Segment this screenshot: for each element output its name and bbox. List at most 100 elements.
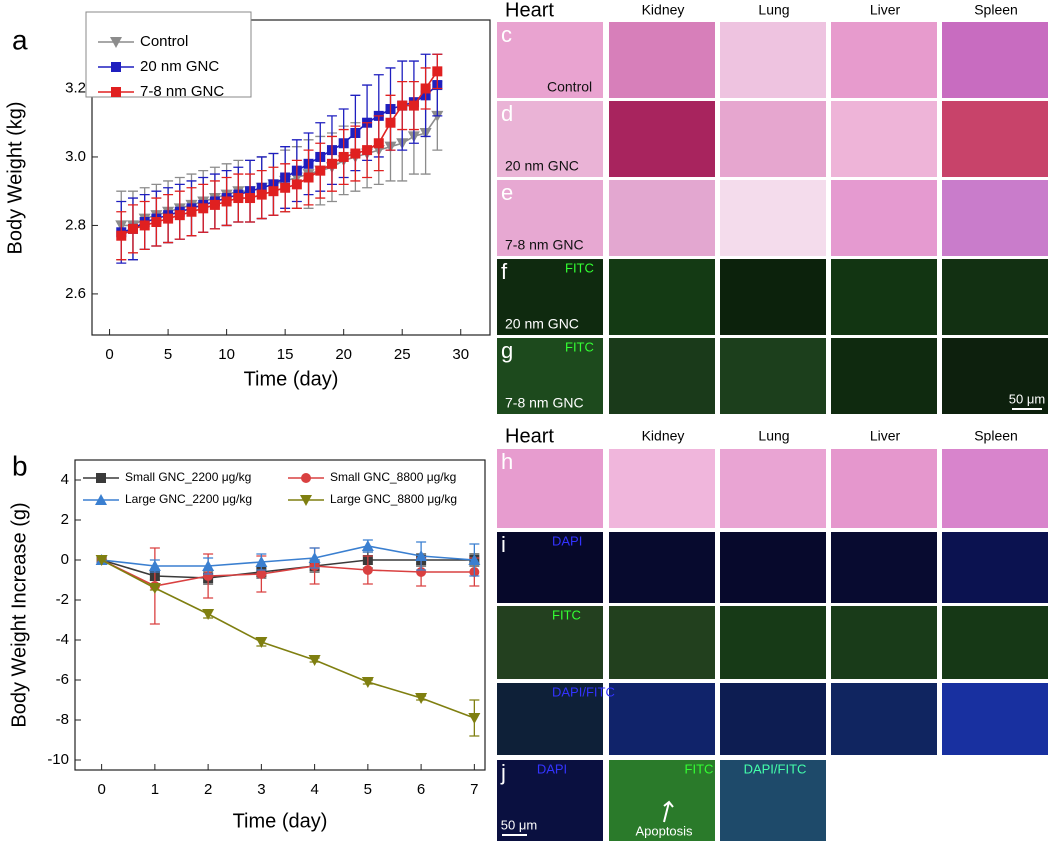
legend-label: 20 nm GNC <box>140 58 219 75</box>
row-caption: 20 nm GNC <box>505 158 579 174</box>
marker <box>186 206 197 217</box>
annotation: Apoptosis <box>635 823 693 838</box>
marker <box>291 179 302 190</box>
marker <box>148 560 161 571</box>
micrograph <box>942 180 1048 256</box>
stain-label: FITC <box>685 761 714 776</box>
micrograph <box>609 532 715 603</box>
micrograph <box>942 683 1048 755</box>
row-caption: Control <box>547 79 592 95</box>
series-line <box>121 84 438 234</box>
stain-label: DAPI <box>552 533 582 548</box>
micrograph <box>831 338 937 414</box>
x-tick-label: 6 <box>417 781 425 798</box>
marker <box>245 193 256 204</box>
row-label: f <box>501 259 508 284</box>
column-header: Spleen <box>974 428 1018 444</box>
marker <box>198 203 209 214</box>
micrograph <box>609 606 715 679</box>
y-tick-label: 2 <box>61 511 69 528</box>
micrograph <box>942 259 1048 335</box>
micrograph <box>831 180 937 256</box>
legend-label: Large GNC_2200 μg/kg <box>125 492 252 506</box>
x-axis-label: Time (day) <box>233 810 328 832</box>
micrograph <box>497 606 603 679</box>
plot-frame <box>74 459 486 771</box>
micrograph <box>720 683 826 755</box>
x-tick-label: 10 <box>218 346 235 363</box>
micrograph <box>497 760 603 841</box>
marker <box>408 100 419 111</box>
legend-label: 7-8 nm GNC <box>140 83 224 100</box>
x-tick-label: 0 <box>105 346 113 363</box>
micrograph <box>609 338 715 414</box>
marker <box>202 560 215 571</box>
row-caption: 7-8 nm GNC <box>505 237 584 253</box>
marker <box>110 37 122 48</box>
marker <box>256 569 267 579</box>
scale-bar-label: 50 μm <box>1009 391 1045 406</box>
marker <box>361 540 374 551</box>
column-header: Kidney <box>642 2 685 18</box>
micrograph <box>609 259 715 335</box>
x-tick-label: 20 <box>335 346 352 363</box>
micrograph <box>720 180 826 256</box>
y-tick-label: -4 <box>56 631 69 648</box>
marker <box>397 100 408 111</box>
series-line <box>120 70 438 237</box>
micrograph <box>497 22 603 98</box>
micrograph <box>720 259 826 335</box>
micrograph <box>720 338 826 414</box>
micrograph <box>497 532 603 603</box>
marker <box>362 145 373 156</box>
marker <box>95 494 107 505</box>
column-header: Lung <box>758 428 789 444</box>
x-tick-label: 30 <box>452 346 469 363</box>
marker <box>385 117 396 128</box>
marker <box>415 693 428 704</box>
marker <box>432 66 443 77</box>
micrograph <box>942 22 1048 98</box>
micrograph <box>942 338 1048 414</box>
marker <box>202 609 215 620</box>
series-line <box>101 559 475 719</box>
x-tick-label: 1 <box>151 781 159 798</box>
marker <box>315 165 326 176</box>
micrograph <box>831 101 937 177</box>
panel-label: b <box>12 450 28 481</box>
column-header: Liver <box>870 428 901 444</box>
y-tick-label: 2.8 <box>65 216 86 233</box>
micrograph <box>831 532 937 603</box>
marker <box>308 655 321 666</box>
column-header: Heart <box>505 425 554 447</box>
stain-label: FITC <box>565 260 594 275</box>
marker <box>151 217 162 228</box>
micrograph <box>609 449 715 528</box>
marker <box>111 62 121 72</box>
column-header: Kidney <box>642 428 685 444</box>
marker <box>308 552 321 563</box>
marker <box>256 189 267 200</box>
y-tick-label: 3.2 <box>65 79 86 96</box>
series-line <box>101 559 475 579</box>
plot-frame <box>91 19 491 336</box>
marker <box>468 554 481 565</box>
marker <box>303 172 314 183</box>
micrograph <box>831 259 937 335</box>
marker <box>148 583 161 594</box>
marker <box>326 158 337 169</box>
x-tick-label: 15 <box>277 346 294 363</box>
row-label: e <box>501 180 513 205</box>
arrow <box>663 800 674 823</box>
y-tick-label: 3.0 <box>65 148 86 165</box>
micrograph <box>609 683 715 755</box>
legend-label: Control <box>140 33 188 50</box>
marker <box>111 87 121 97</box>
micrograph <box>609 22 715 98</box>
marker <box>163 213 174 224</box>
stain-label: DAPI <box>537 761 567 776</box>
marker <box>255 556 268 567</box>
marker <box>96 473 106 483</box>
x-tick-label: 2 <box>204 781 212 798</box>
